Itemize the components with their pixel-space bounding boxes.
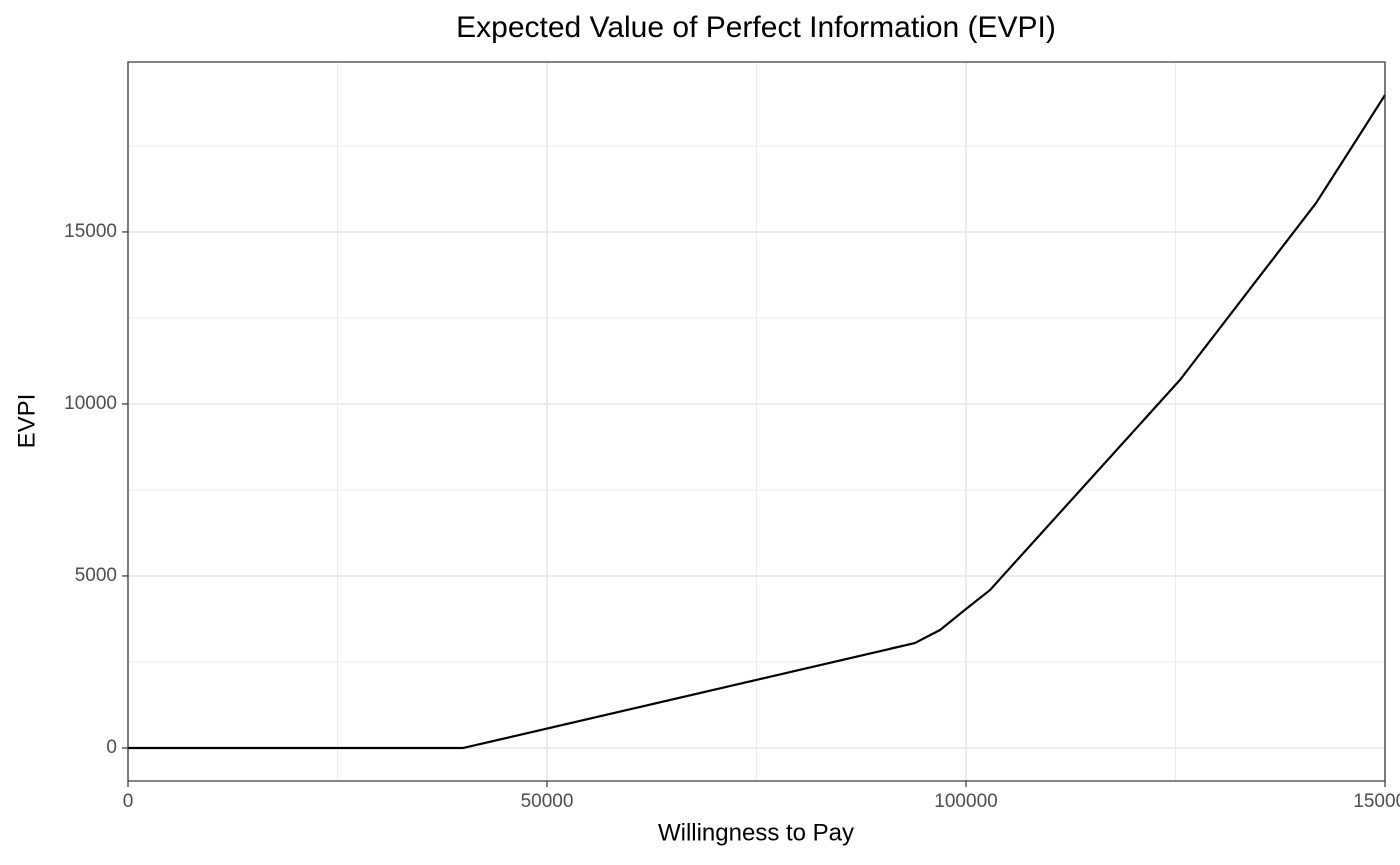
panel-border xyxy=(127,61,1386,782)
plot-area xyxy=(128,94,1386,750)
y-tick-label: 15000 xyxy=(64,221,117,242)
x-tick-label: 150000 xyxy=(1353,791,1400,812)
y-tick-label: 10000 xyxy=(64,393,117,414)
x-tick-label: 100000 xyxy=(934,791,997,812)
y-tick-label: 0 xyxy=(106,737,117,758)
data-line xyxy=(128,94,1386,750)
grid xyxy=(127,62,1386,781)
x-axis-title: Willingness to Pay xyxy=(658,819,854,846)
chart-title: Expected Value of Perfect Information (E… xyxy=(456,11,1056,44)
y-axis-title: EVPI xyxy=(13,394,40,449)
x-tick-label: 0 xyxy=(123,791,134,812)
x-tick-label: 50000 xyxy=(521,791,574,812)
y-tick-label: 5000 xyxy=(75,565,117,586)
